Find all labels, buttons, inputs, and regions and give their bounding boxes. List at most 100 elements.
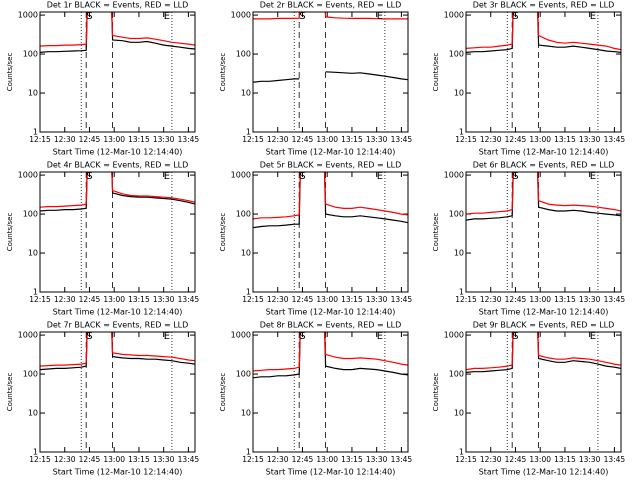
annotation: S [86, 11, 92, 22]
x-tick-label: 12:45 [292, 295, 314, 304]
series-line [253, 71, 408, 83]
x-tick-label: 13:30 [366, 455, 388, 464]
y-tick-label: 100 [449, 370, 464, 379]
x-axis-label: Start Time (12-Mar-10 12:14:40) [479, 148, 609, 157]
x-tick-label: 13:45 [604, 455, 626, 464]
annotation: S [86, 171, 92, 182]
y-tick-label: 1 [246, 448, 251, 457]
y-tick-label: 1000 [444, 331, 464, 340]
panel: Det 4r BLACK = Events, RED = LLD Start Ti… [6, 161, 199, 317]
x-tick-label: 12:30 [54, 455, 76, 464]
x-tick-label: 12:15 [242, 295, 264, 304]
annotation: S [299, 331, 305, 342]
x-tick-label: 13:15 [128, 455, 150, 464]
series-line [40, 172, 195, 208]
y-tick-label: 1000 [18, 331, 38, 340]
y-tick-label: 1000 [231, 11, 251, 20]
series-line [40, 12, 195, 47]
x-tick-label: 13:45 [604, 135, 626, 144]
annotation: E [590, 171, 596, 182]
panel-title: Det 4r BLACK = Events, RED = LLD [47, 161, 189, 170]
panel-title: Det 8r BLACK = Events, RED = LLD [260, 321, 402, 330]
x-tick-label: 12:45 [79, 135, 101, 144]
x-tick-label: 12:45 [79, 295, 101, 304]
panel-title: Det 2r BLACK = Events, RED = LLD [260, 1, 402, 10]
plot-frame [465, 11, 622, 133]
annotation: S [86, 331, 92, 342]
y-tick-label: 1 [33, 288, 38, 297]
y-tick-label: 100 [449, 210, 464, 219]
x-tick-label: 13:30 [579, 135, 601, 144]
x-tick-label: 13:45 [604, 295, 626, 304]
x-axis-label: Start Time (12-Mar-10 12:14:40) [479, 468, 609, 477]
y-axis-label: Counts/sec [219, 373, 227, 412]
y-tick-label: 10 [241, 249, 251, 258]
x-tick-label: 13:15 [554, 455, 576, 464]
y-tick-label: 10 [454, 409, 464, 418]
y-axis-label: Counts/sec [6, 373, 14, 412]
plot-frame [39, 11, 196, 133]
x-axis-label: Start Time (12-Mar-10 12:14:40) [266, 148, 396, 157]
x-tick-label: 12:30 [267, 295, 289, 304]
series-line [466, 172, 621, 215]
annotation: E [377, 331, 383, 342]
panel: Det 7r BLACK = Events, RED = LLD Start Ti… [6, 321, 200, 477]
annotation: E [377, 11, 383, 22]
x-tick-label: 12:30 [54, 295, 76, 304]
plot-frame [39, 331, 196, 453]
x-tick-label: 12:15 [455, 295, 477, 304]
x-tick-label: 13:45 [391, 455, 413, 464]
y-tick-label: 1000 [18, 11, 38, 20]
x-tick-label: 13:00 [529, 455, 551, 464]
x-tick-label: 13:15 [341, 295, 363, 304]
annotation: S [299, 171, 305, 182]
annotation: E [590, 11, 596, 22]
panel: Det 2r BLACK = Events, RED = LLD Start Ti… [219, 1, 413, 157]
annotation: E [164, 331, 170, 342]
y-tick-label: 100 [236, 210, 251, 219]
annotation: S [512, 171, 518, 182]
series-line [253, 332, 408, 379]
series-line [40, 332, 195, 367]
x-tick-label: 13:00 [103, 135, 125, 144]
x-tick-label: 13:00 [316, 455, 338, 464]
plot-frame [465, 331, 622, 453]
x-axis-label: Start Time (12-Mar-10 12:14:40) [53, 308, 183, 317]
y-tick-label: 10 [28, 89, 38, 98]
y-tick-label: 10 [241, 89, 251, 98]
x-tick-label: 13:30 [153, 135, 175, 144]
x-tick-label: 12:45 [505, 135, 527, 144]
x-axis-label: Start Time (12-Mar-10 12:14:40) [266, 308, 396, 317]
x-tick-label: 13:15 [341, 455, 363, 464]
annotation: E [377, 171, 383, 182]
x-tick-label: 13:30 [579, 295, 601, 304]
y-tick-label: 1000 [18, 171, 38, 180]
x-tick-label: 13:30 [153, 455, 175, 464]
panel-title: Det 1r BLACK = Events, RED = LLD [47, 1, 189, 10]
x-tick-label: 13:45 [391, 135, 413, 144]
x-tick-label: 13:15 [128, 135, 150, 144]
x-tick-label: 12:30 [267, 455, 289, 464]
x-tick-label: 12:15 [242, 135, 264, 144]
series-line [466, 332, 621, 371]
y-axis-label: Counts/sec [6, 53, 14, 92]
x-tick-label: 12:15 [242, 455, 264, 464]
x-axis-label: Start Time (12-Mar-10 12:14:40) [53, 148, 183, 157]
y-tick-label: 10 [454, 249, 464, 258]
annotation: E [164, 171, 170, 182]
y-tick-label: 1 [33, 128, 38, 137]
series-line [253, 332, 408, 372]
panel-title: Det 5r BLACK = Events, RED = LLD [260, 161, 402, 170]
panel: Det 6r BLACK = Events, RED = LLD Start Ti… [432, 161, 626, 317]
y-axis-label: Counts/sec [432, 213, 440, 252]
y-tick-label: 1 [246, 288, 251, 297]
panel: Det 3r BLACK = Events, RED = LLD Start Ti… [432, 1, 626, 157]
x-tick-label: 12:30 [480, 295, 502, 304]
series-line [253, 12, 408, 20]
x-tick-label: 12:15 [455, 455, 477, 464]
panel-title: Det 6r BLACK = Events, RED = LLD [473, 161, 615, 170]
y-tick-label: 1000 [444, 171, 464, 180]
x-tick-label: 12:15 [29, 135, 51, 144]
x-tick-label: 13:45 [178, 455, 200, 464]
x-axis-label: Start Time (12-Mar-10 12:14:40) [479, 308, 609, 317]
